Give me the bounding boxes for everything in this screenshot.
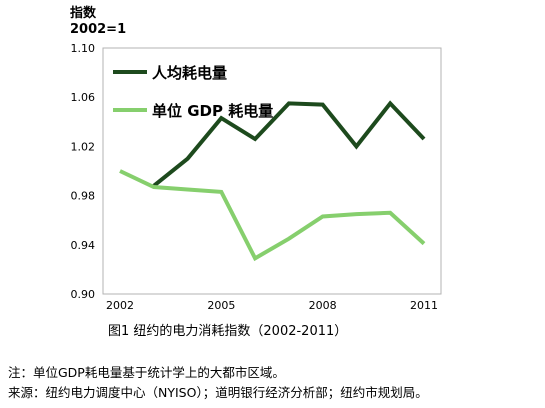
legend-label: 单位 GDP 耗电量	[152, 102, 273, 120]
source-note: 来源：纽约电力调度中心（NYISO）；道明银行经济分析部；纽约市规划局。	[8, 385, 428, 400]
series-line-1	[152, 100, 426, 188]
y-tick-label: 1.06	[71, 91, 96, 104]
x-tick-label: 2002	[106, 299, 134, 312]
y-tick-label: 0.90	[71, 288, 96, 301]
series-group	[119, 100, 426, 262]
x-tick-labels: 2002 2005 2008 2011	[106, 299, 438, 312]
y-tick-label: 1.10	[71, 42, 96, 55]
legend-label: 人均耗电量	[152, 64, 227, 82]
y-tick-labels: 0.90 0.94 0.98 1.02 1.06 1.10	[71, 42, 96, 301]
y-tick-label: 0.98	[71, 190, 96, 203]
y-tick-label: 0.94	[71, 239, 96, 252]
plot-frame	[102, 47, 442, 295]
y-axis-label-line1: 指数	[70, 6, 97, 21]
y-tick-label: 1.02	[71, 140, 96, 153]
footnote: 注：单位GDP耗电量基于统计学上的大都市区域。	[8, 365, 285, 380]
x-tick-label: 2011	[410, 299, 438, 312]
series-line-2	[119, 169, 426, 262]
x-tick-label: 2008	[309, 299, 337, 312]
figure-caption: 图1 纽约的电力消耗指数（2002-2011）	[108, 324, 348, 339]
y-axis-label-line2: 2002=1	[70, 22, 127, 37]
x-tick-label: 2005	[207, 299, 235, 312]
